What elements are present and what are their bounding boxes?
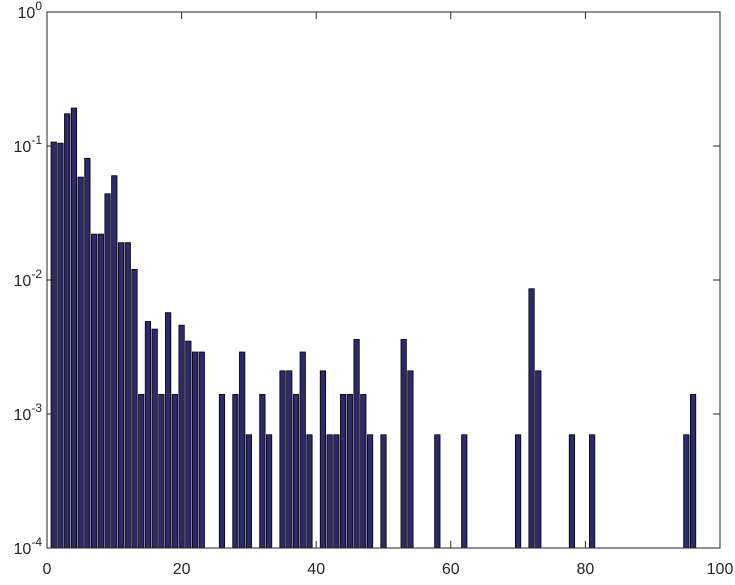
y-tick-base: 10 <box>14 541 32 558</box>
bar <box>239 351 246 549</box>
bar <box>461 434 468 549</box>
bar <box>683 434 690 549</box>
bar <box>64 113 71 549</box>
bar <box>366 434 374 549</box>
bar <box>333 434 340 549</box>
bar <box>319 370 327 549</box>
bar <box>299 351 306 549</box>
plot-frame <box>46 11 721 549</box>
bar <box>528 288 535 549</box>
x-tick-label: 100 <box>707 561 734 578</box>
bar <box>124 242 131 549</box>
bar <box>158 394 165 549</box>
y-tick-base: 10 <box>14 139 32 156</box>
bar <box>70 107 78 549</box>
x-tick-label: 20 <box>173 561 191 578</box>
bar <box>407 370 414 549</box>
bar <box>292 394 300 549</box>
bar <box>144 321 152 549</box>
x-tick-label: 60 <box>442 561 460 578</box>
y-tick-base: 10 <box>14 273 32 290</box>
bar <box>306 434 313 549</box>
y-tick-exponent: -4 <box>31 535 42 549</box>
y-tick-base: 10 <box>14 407 32 424</box>
bar <box>84 157 91 549</box>
bar <box>689 394 697 549</box>
bar <box>104 193 111 549</box>
bar <box>185 340 192 549</box>
x-tick-label: 0 <box>43 561 52 578</box>
bar <box>265 434 273 549</box>
bar <box>279 370 286 549</box>
bar <box>353 339 360 549</box>
y-tick-label: 100 <box>18 0 43 22</box>
bar <box>434 434 441 549</box>
bar <box>346 394 353 549</box>
y-tick-label: 10-1 <box>14 133 43 156</box>
bar <box>151 328 158 549</box>
x-tick-label: 40 <box>307 561 325 578</box>
bar <box>138 394 145 549</box>
y-tick-exponent: 0 <box>35 0 42 13</box>
y-tick-base: 10 <box>18 5 36 22</box>
bar <box>286 370 293 549</box>
bar <box>77 176 84 549</box>
bar <box>178 324 185 549</box>
bar <box>568 434 576 549</box>
bar <box>340 394 347 549</box>
bar <box>171 394 178 549</box>
bar <box>326 434 333 549</box>
bar <box>50 141 57 549</box>
y-tick-label: 10-3 <box>14 401 43 424</box>
bar <box>111 175 118 549</box>
bar <box>245 434 252 549</box>
bar <box>535 370 542 549</box>
bar <box>191 351 199 549</box>
bar <box>400 339 407 549</box>
y-tick-exponent: -3 <box>31 401 42 415</box>
y-tick-label: 10-2 <box>14 267 43 290</box>
y-tick-exponent: -1 <box>31 133 42 147</box>
y-tick-label: 10-4 <box>14 535 43 558</box>
bar <box>515 434 522 549</box>
x-tick-label: 80 <box>577 561 595 578</box>
y-tick-exponent: -2 <box>31 267 42 281</box>
bar <box>97 233 104 549</box>
bar <box>360 394 367 549</box>
bar <box>380 434 387 549</box>
bar <box>218 394 226 549</box>
bar <box>198 351 205 549</box>
bar <box>131 268 138 549</box>
bar <box>91 233 98 549</box>
bar <box>259 394 266 549</box>
bar <box>57 142 64 549</box>
bar <box>232 394 239 549</box>
bar <box>589 434 596 549</box>
bar <box>117 242 125 549</box>
bar <box>165 312 172 549</box>
